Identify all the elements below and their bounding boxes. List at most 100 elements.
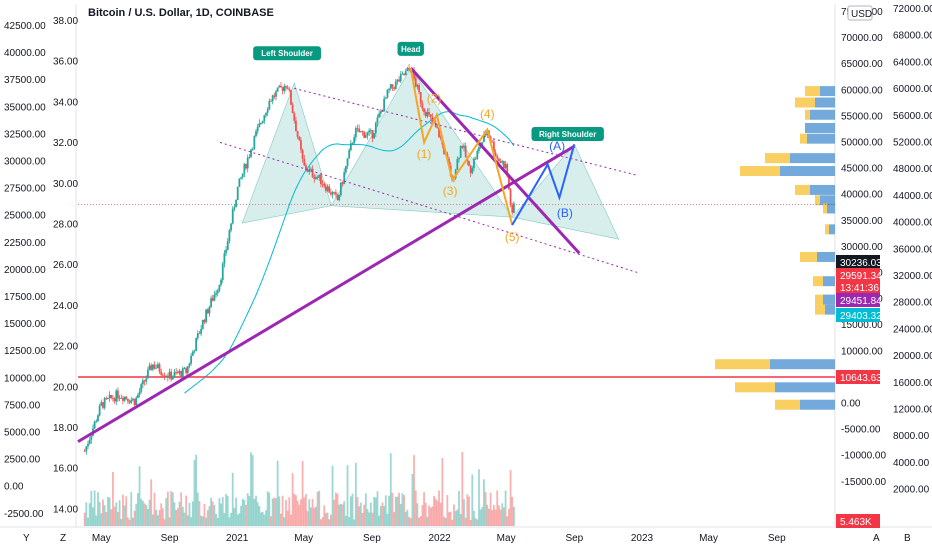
candle-body — [113, 398, 116, 402]
volume-profile-bar — [805, 86, 820, 97]
candle-body — [311, 168, 314, 177]
volume-profile-bar — [795, 97, 815, 108]
volume-profile-bar — [800, 251, 817, 262]
currency-button[interactable]: USD — [847, 5, 873, 21]
candle-body — [503, 161, 505, 169]
time-tick-label: Sep — [363, 533, 381, 544]
candle-body — [324, 186, 327, 191]
volume-bar — [311, 498, 314, 526]
volume-bar — [145, 504, 148, 526]
volume-bar — [419, 516, 422, 526]
volume-profile-bar — [715, 359, 770, 370]
candle-body — [511, 204, 514, 213]
candle-body — [136, 394, 139, 398]
volume-bar — [503, 507, 505, 526]
corner-y-label[interactable]: Y — [23, 533, 30, 544]
volume-bar — [170, 491, 173, 526]
candle-body — [308, 168, 311, 172]
candle-body — [296, 131, 299, 137]
upper-channel-line[interactable] — [294, 87, 639, 177]
candle-body — [133, 398, 136, 406]
candle-body — [344, 165, 347, 173]
volume-bar — [210, 497, 212, 526]
volume-bar — [381, 502, 384, 526]
candle-body — [90, 435, 93, 440]
volume-profile-bar — [800, 399, 835, 410]
volume-bar — [384, 495, 387, 526]
volume-bar — [105, 512, 108, 526]
right-inner-tick-label: 65000.00 — [841, 59, 883, 70]
corner-a-label[interactable]: A — [873, 533, 880, 544]
candle-body — [280, 85, 282, 88]
candle-body — [349, 143, 352, 150]
candle-body — [374, 122, 377, 134]
candle-body — [338, 195, 341, 201]
volume-bar — [92, 507, 94, 526]
candle-body — [98, 405, 101, 416]
time-tick-label: Sep — [565, 533, 583, 544]
candle-body — [93, 421, 96, 429]
volume-profile-bar — [817, 251, 835, 262]
volume-profile-bar — [825, 224, 829, 235]
candle-body — [354, 128, 357, 138]
candle-body — [369, 129, 372, 131]
candle-body — [436, 127, 439, 129]
time-tick-label: May — [294, 533, 313, 544]
candle-body — [396, 79, 399, 82]
left-outer-tick-label: 30000.00 — [4, 157, 46, 168]
volume-bar — [230, 512, 232, 526]
volume-bar — [218, 498, 221, 526]
candle-body — [193, 350, 196, 352]
volume-profile-bar — [815, 97, 835, 108]
volume-bar — [359, 502, 362, 526]
volume-bar — [403, 495, 405, 526]
volume-bar — [493, 504, 495, 526]
candle-body — [366, 132, 369, 136]
volume-bar — [361, 512, 364, 526]
volume-profile-bar — [820, 195, 835, 206]
corner-z-label[interactable]: Z — [60, 533, 66, 544]
time-tick-label: May — [92, 533, 111, 544]
candle-body — [293, 113, 296, 121]
right-inner-tick-label: 15000.00 — [841, 320, 883, 331]
volume-bar — [343, 501, 346, 526]
candle-body — [376, 117, 379, 123]
elliott-corrective-wave[interactable] — [511, 144, 576, 226]
volume-bar — [474, 518, 477, 526]
candle-body — [210, 298, 212, 307]
candle-body — [200, 328, 203, 334]
volume-bar — [411, 473, 414, 526]
volume-bar — [358, 506, 361, 526]
candle-body — [474, 158, 477, 160]
corner-b-label[interactable]: B — [904, 533, 911, 544]
candle-body — [100, 402, 103, 406]
volume-bar — [423, 492, 425, 526]
volume-bar — [443, 516, 445, 526]
price-badge-label: 29591.34 — [840, 271, 882, 282]
candle-body — [459, 146, 462, 158]
volume-bar — [122, 494, 124, 526]
candle-body — [438, 128, 440, 137]
candle-body — [220, 280, 222, 285]
volume-bar — [163, 519, 166, 526]
time-tick-label: 2021 — [226, 533, 249, 544]
volume-bar — [178, 501, 181, 526]
volume-bar — [221, 497, 224, 526]
volume-bar — [463, 499, 465, 526]
long-term-trendline[interactable] — [77, 144, 576, 443]
candle-body — [404, 71, 407, 76]
candle-body — [122, 397, 124, 401]
left-shoulder-area — [241, 82, 332, 224]
volume-bar — [379, 506, 382, 526]
right-inner-tick-label: 55000.00 — [841, 111, 883, 122]
volume-profile-bar — [825, 304, 835, 315]
volume-bar — [276, 460, 279, 526]
elliott-impulse-wave[interactable] — [409, 67, 514, 226]
trend-drawings[interactable] — [77, 66, 639, 443]
volume-bar — [181, 506, 184, 526]
volume-bar — [346, 465, 349, 526]
candle-body — [183, 368, 186, 370]
volume-profile-bar — [770, 359, 835, 370]
